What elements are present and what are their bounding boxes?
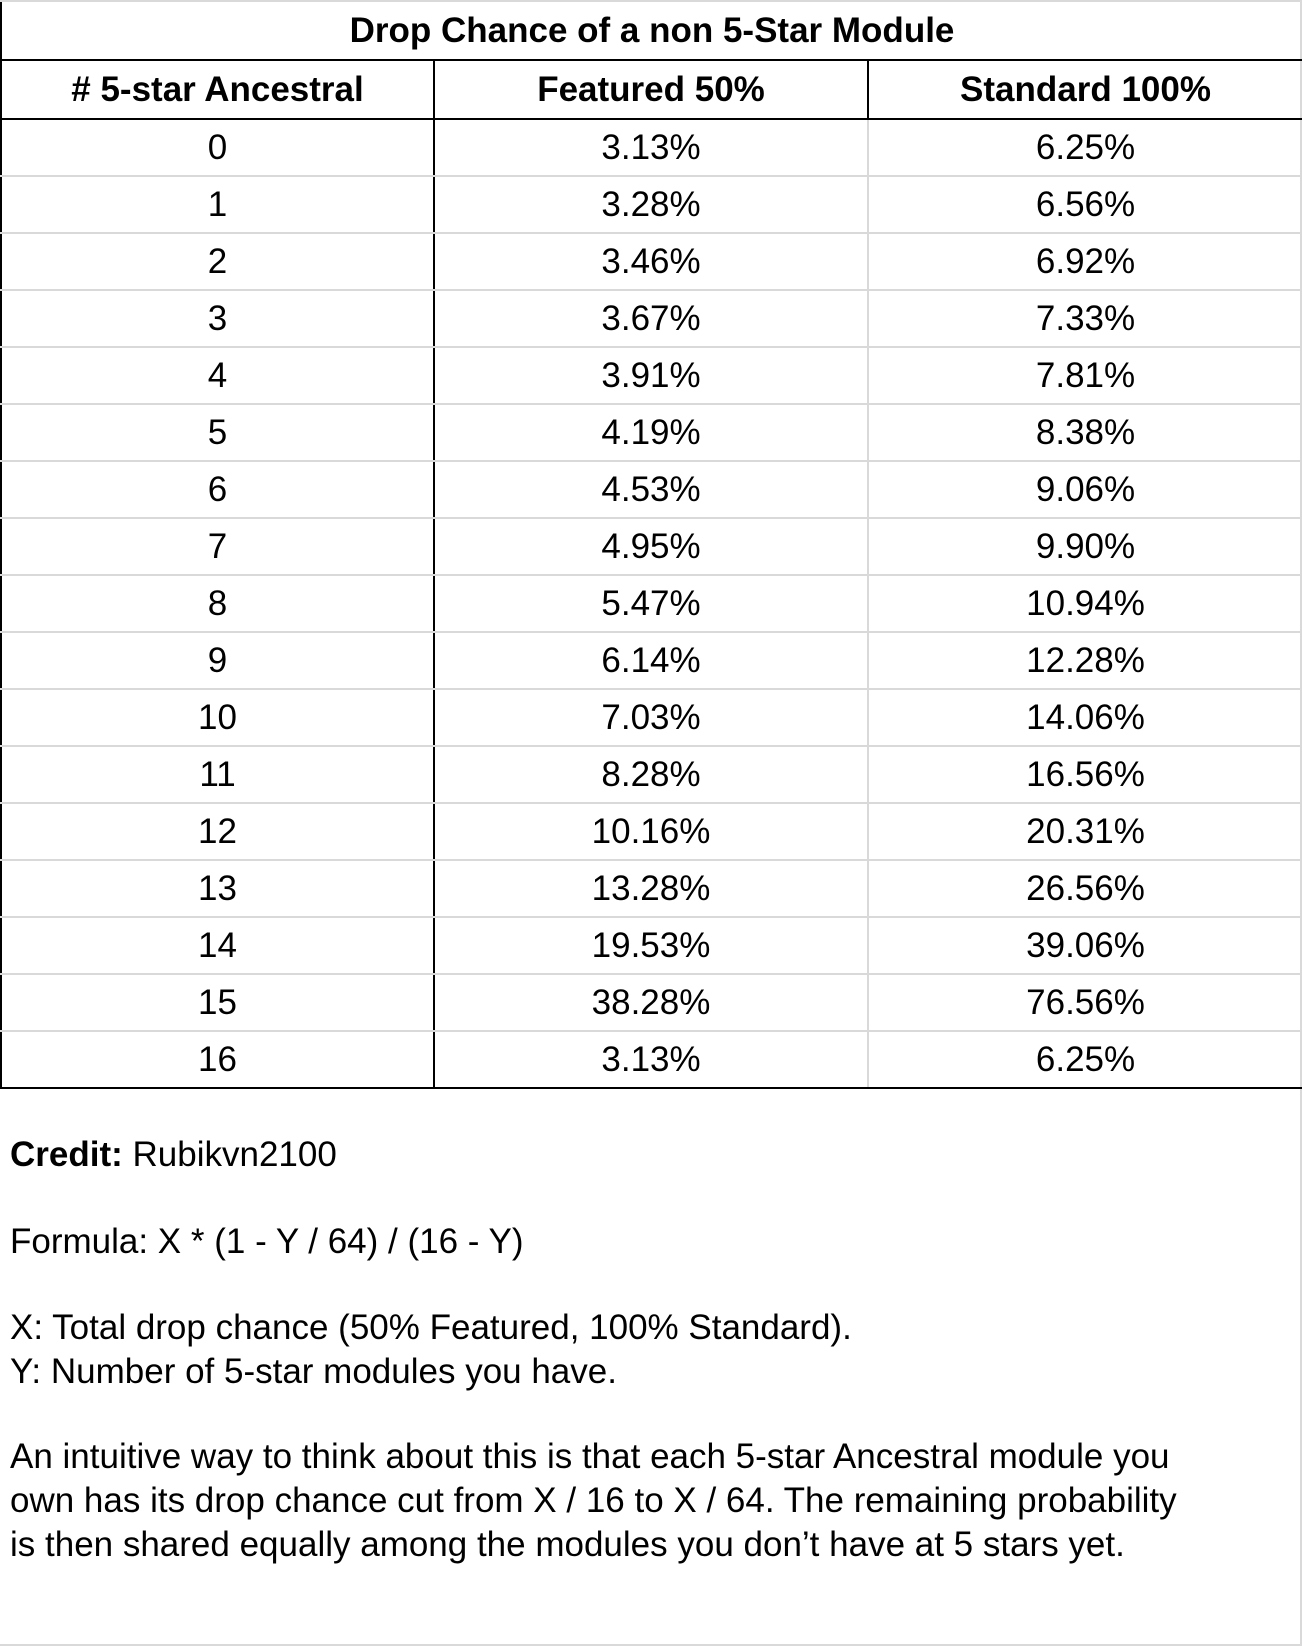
ancestral-count-cell[interactable]: 13 [0,860,435,918]
featured-chance-cell[interactable]: 3.28% [434,176,869,234]
ancestral-count-cell[interactable]: 9 [0,632,435,690]
table-row: 14 19.53% 39.06% [0,917,1302,975]
explanation-line: is then shared equally among the modules… [10,1525,1125,1564]
explanation: An intuitive way to think about this is … [10,1435,1295,1567]
featured-chance-cell[interactable]: 4.19% [434,404,869,462]
ancestral-count-cell[interactable]: 16 [0,1031,435,1089]
standard-chance-cell[interactable]: 20.31% [868,803,1302,861]
credit-label: Credit: [10,1135,123,1174]
table-row: 5 4.19% 8.38% [0,404,1302,462]
table-row: 2 3.46% 6.92% [0,233,1302,291]
standard-chance-cell[interactable]: 76.56% [868,974,1302,1032]
featured-chance-cell[interactable]: 7.03% [434,689,869,747]
ancestral-count-cell[interactable]: 14 [0,917,435,975]
table-row: 10 7.03% 14.06% [0,689,1302,747]
standard-chance-cell[interactable]: 6.56% [868,176,1302,234]
table-row: 8 5.47% 10.94% [0,575,1302,633]
ancestral-count-cell[interactable]: 11 [0,746,435,804]
ancestral-count-cell[interactable]: 3 [0,290,435,348]
ancestral-count-cell[interactable]: 0 [0,119,435,177]
table-row: 4 3.91% 7.81% [0,347,1302,405]
featured-chance-cell[interactable]: 3.91% [434,347,869,405]
standard-chance-cell[interactable]: 12.28% [868,632,1302,690]
standard-chance-cell[interactable]: 7.33% [868,290,1302,348]
header-featured[interactable]: Featured 50% [433,59,869,120]
featured-chance-cell[interactable]: 6.14% [434,632,869,690]
featured-chance-cell[interactable]: 38.28% [434,974,869,1032]
table-row: 0 3.13% 6.25% [0,119,1302,177]
table-row: 3 3.67% 7.33% [0,290,1302,348]
ancestral-count-cell[interactable]: 15 [0,974,435,1032]
table-row: 6 4.53% 9.06% [0,461,1302,519]
table-row: 7 4.95% 9.90% [0,518,1302,576]
ancestral-count-cell[interactable]: 12 [0,803,435,861]
table-title[interactable]: Drop Chance of a non 5-Star Module [0,0,1302,61]
table-row: 1 3.28% 6.56% [0,176,1302,234]
featured-chance-cell[interactable]: 3.13% [434,1031,869,1089]
table-row: 15 38.28% 76.56% [0,974,1302,1032]
header-ancestral-count[interactable]: # 5-star Ancestral [0,59,435,120]
x-definition: X: Total drop chance (50% Featured, 100%… [10,1308,852,1347]
featured-chance-cell[interactable]: 3.13% [434,119,869,177]
table-row: 16 3.13% 6.25% [0,1031,1302,1089]
table-body: 0 3.13% 6.25% 1 3.28% 6.56% 2 3.46% 6.92% 3 3.67% 7… [0,119,1302,1089]
standard-chance-cell[interactable]: 14.06% [868,689,1302,747]
standard-chance-cell[interactable]: 8.38% [868,404,1302,462]
featured-chance-cell[interactable]: 8.28% [434,746,869,804]
featured-chance-cell[interactable]: 4.95% [434,518,869,576]
table-row: 9 6.14% 12.28% [0,632,1302,690]
standard-chance-cell[interactable]: 16.56% [868,746,1302,804]
featured-chance-cell[interactable]: 4.53% [434,461,869,519]
credit-value: Rubikvn2100 [122,1135,337,1174]
standard-chance-cell[interactable]: 9.90% [868,518,1302,576]
featured-chance-cell[interactable]: 13.28% [434,860,869,918]
table-row: 12 10.16% 20.31% [0,803,1302,861]
ancestral-count-cell[interactable]: 10 [0,689,435,747]
standard-chance-cell[interactable]: 6.92% [868,233,1302,291]
table-row: 13 13.28% 26.56% [0,860,1302,918]
variable-definitions: X: Total drop chance (50% Featured, 100%… [10,1306,852,1394]
ancestral-count-cell[interactable]: 1 [0,176,435,234]
ancestral-count-cell[interactable]: 4 [0,347,435,405]
standard-chance-cell[interactable]: 6.25% [868,1031,1302,1089]
explanation-line: own has its drop chance cut from X / 16 … [10,1481,1177,1520]
ancestral-count-cell[interactable]: 8 [0,575,435,633]
table-row: 11 8.28% 16.56% [0,746,1302,804]
credit-line: Credit: Rubikvn2100 [10,1133,337,1177]
standard-chance-cell[interactable]: 7.81% [868,347,1302,405]
formula-line: Formula: X * (1 - Y / 64) / (16 - Y) [10,1222,524,1261]
standard-chance-cell[interactable]: 10.94% [868,575,1302,633]
standard-chance-cell[interactable]: 6.25% [868,119,1302,177]
featured-chance-cell[interactable]: 3.46% [434,233,869,291]
ancestral-count-cell[interactable]: 2 [0,233,435,291]
featured-chance-cell[interactable]: 19.53% [434,917,869,975]
standard-chance-cell[interactable]: 26.56% [868,860,1302,918]
featured-chance-cell[interactable]: 10.16% [434,803,869,861]
featured-chance-cell[interactable]: 3.67% [434,290,869,348]
y-definition: Y: Number of 5-star modules you have. [10,1352,617,1391]
standard-chance-cell[interactable]: 39.06% [868,917,1302,975]
drop-chance-table: Drop Chance of a non 5-Star Module # 5-s… [0,0,1302,1089]
header-standard[interactable]: Standard 100% [866,59,1302,120]
ancestral-count-cell[interactable]: 7 [0,518,435,576]
ancestral-count-cell[interactable]: 6 [0,461,435,519]
featured-chance-cell[interactable]: 5.47% [434,575,869,633]
ancestral-count-cell[interactable]: 5 [0,404,435,462]
explanation-line: An intuitive way to think about this is … [10,1437,1170,1476]
standard-chance-cell[interactable]: 9.06% [868,461,1302,519]
